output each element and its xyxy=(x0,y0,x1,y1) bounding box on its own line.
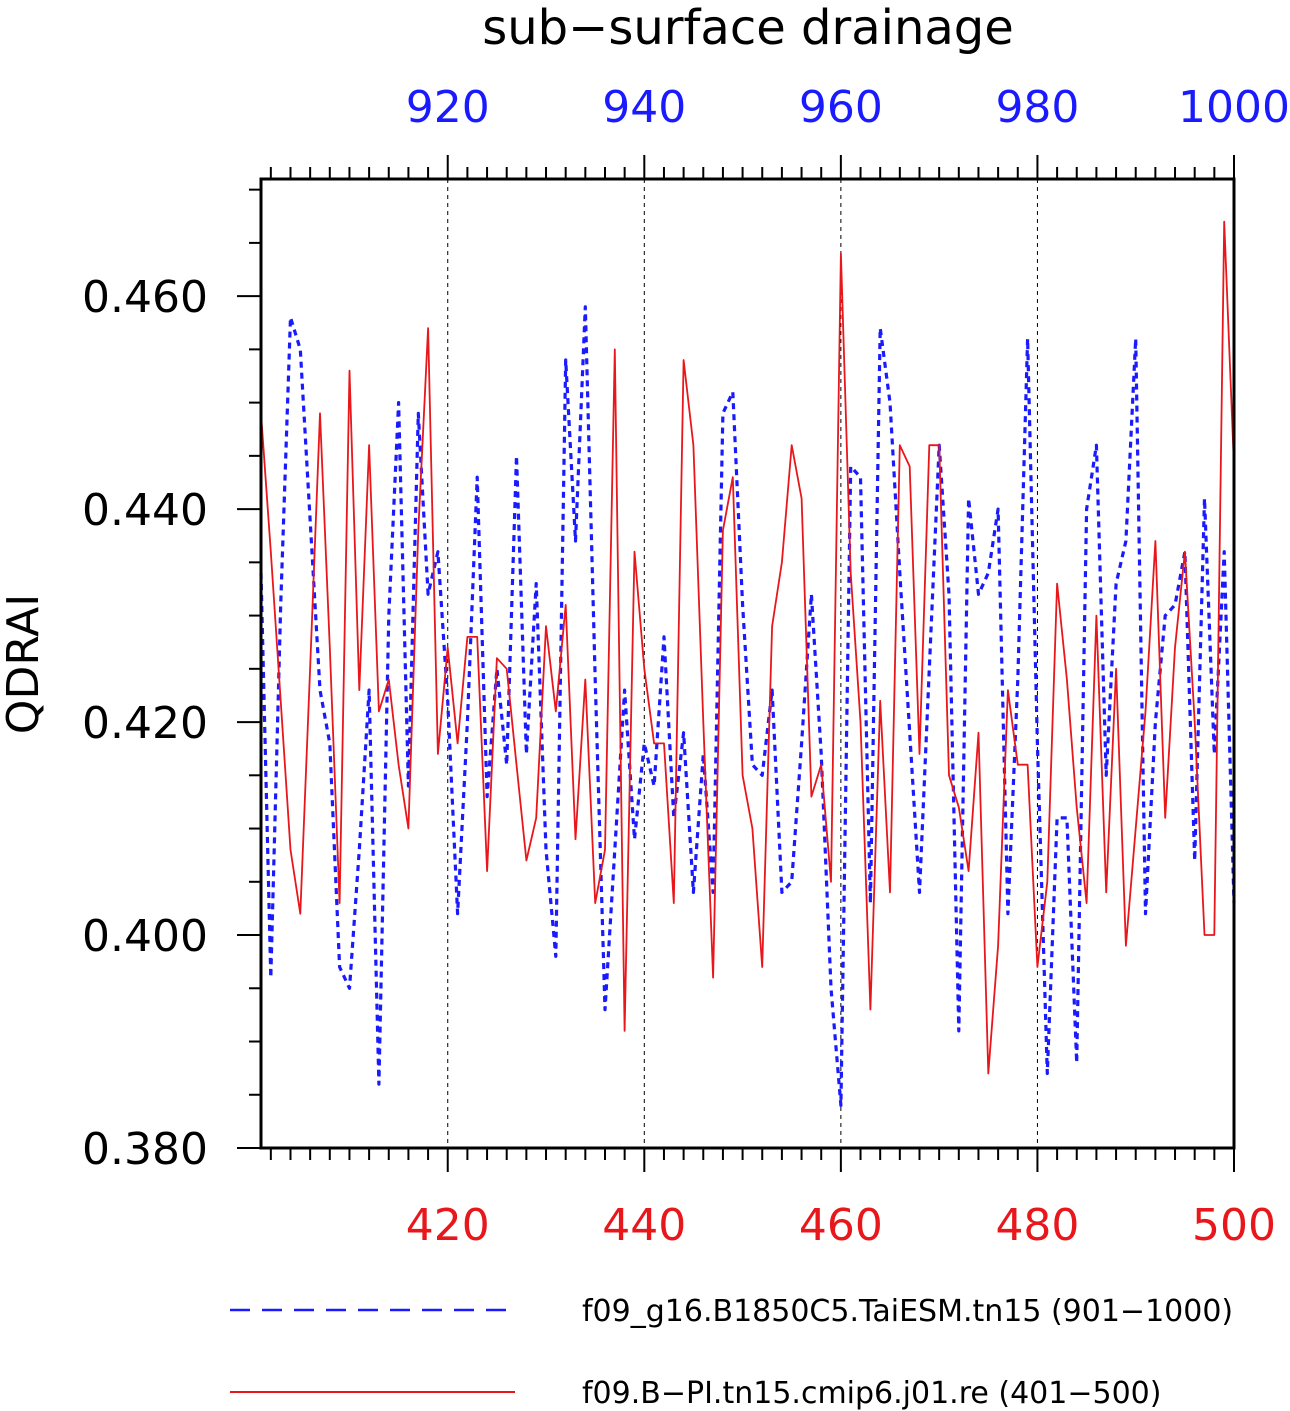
x-bottom-tick-label: 480 xyxy=(995,1200,1079,1251)
series-layer xyxy=(259,220,1236,1108)
y-tick-label: 0.400 xyxy=(82,911,208,962)
legend: f09_g16.B1850C5.TaiESM.tn15 (901−1000) f0… xyxy=(230,1294,1233,1411)
y-tick-label: 0.460 xyxy=(82,272,208,323)
x-top-tick-label: 1000 xyxy=(1178,82,1290,133)
x-bottom-tick-label: 460 xyxy=(799,1200,883,1251)
x-top-tick-label: 980 xyxy=(995,82,1079,133)
y-tick-label: 0.440 xyxy=(82,485,208,536)
legend-label-2: f09.B−PI.tn15.cmip6.j01.re (401−500) xyxy=(582,1376,1161,1411)
legend-label-1: f09_g16.B1850C5.TaiESM.tn15 (901−1000) xyxy=(582,1294,1233,1329)
x-top-tick-label: 960 xyxy=(799,82,883,133)
x-bottom-tick-label: 500 xyxy=(1192,1200,1276,1251)
x-top-tick-label: 940 xyxy=(602,82,686,133)
series-line-2 xyxy=(260,220,1235,1075)
grid-lines xyxy=(447,179,1038,1148)
y-axis-label: QDRAI xyxy=(0,594,49,734)
x-bottom-tick-label: 440 xyxy=(602,1200,686,1251)
plot-frame xyxy=(259,177,1236,1150)
series-line-1 xyxy=(259,305,1236,1108)
y-tick-label: 0.420 xyxy=(82,698,208,749)
x-top-tick-label: 920 xyxy=(406,82,490,133)
y-tick-label: 0.380 xyxy=(82,1124,208,1175)
chart-title: sub−surface drainage xyxy=(482,0,1014,56)
axes: 0.380 0.400 0.420 0.440 0.460 420 440 460 480 500… xyxy=(82,82,1290,1251)
x-bottom-tick-label: 420 xyxy=(406,1200,490,1251)
